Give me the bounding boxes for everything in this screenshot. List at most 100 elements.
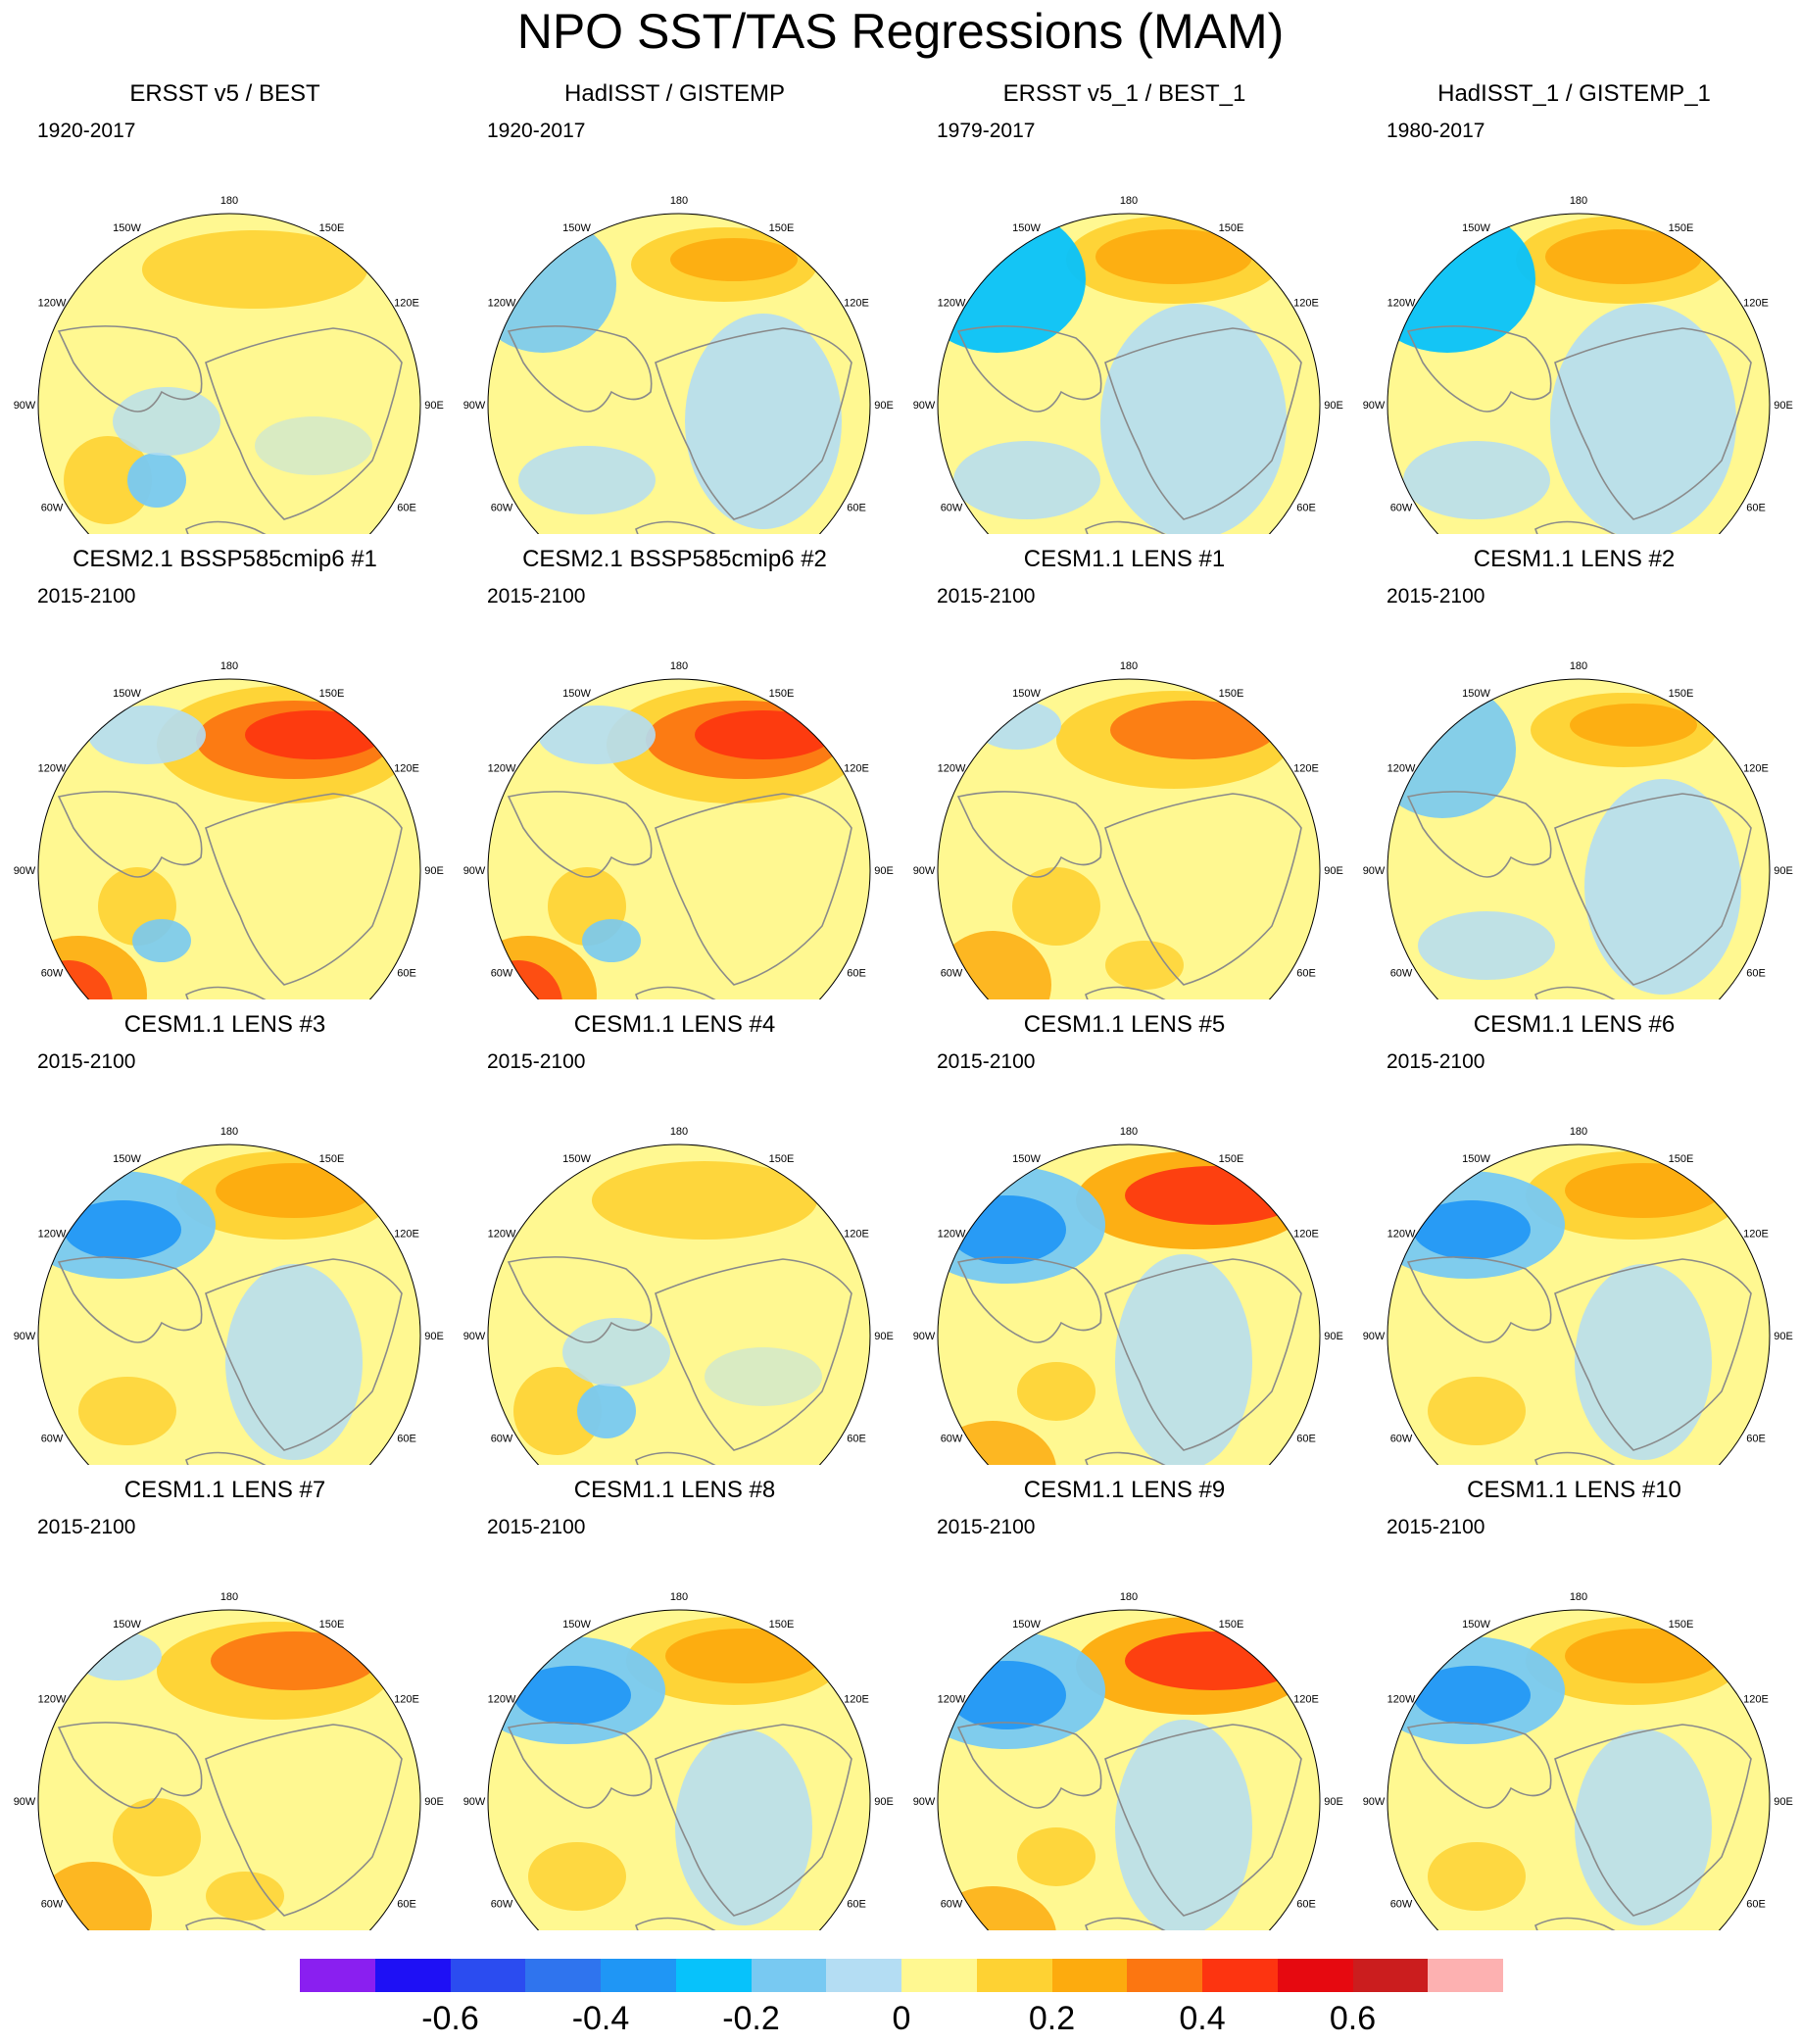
longitude-label: 90E: [874, 1331, 894, 1342]
panel-title: CESM1.1 LENS #2: [1473, 546, 1676, 572]
panel-period: 2015-2100: [487, 585, 586, 608]
coastline: [57, 1256, 203, 1343]
map-border: [487, 213, 871, 534]
longitude-label: 120W: [488, 1229, 516, 1241]
panel-title: CESM1.1 LENS #6: [1473, 1011, 1676, 1038]
longitude-label: 90W: [913, 1331, 936, 1342]
coastline: [1085, 986, 1226, 999]
panel-title: CESM1.1 LENS #3: [123, 1011, 326, 1038]
panel-period: 2015-2100: [37, 585, 136, 608]
regression-contour: [1012, 867, 1100, 946]
longitude-label: 180: [1570, 1126, 1587, 1138]
panel-period: 2015-2100: [937, 585, 1036, 608]
longitude-label: 120W: [938, 1694, 966, 1706]
coastline: [507, 791, 653, 878]
longitude-label: 90E: [1774, 865, 1793, 877]
polar-map: 180150E120E90E60E30E030W60W90W120W150W: [14, 195, 444, 534]
regression-contour: [1105, 941, 1184, 990]
longitude-label: 60W: [941, 1899, 963, 1911]
longitude-label: 90W: [14, 1331, 36, 1342]
longitude-label: 90W: [463, 1331, 486, 1342]
polar-map: 180150E120E90E60E30E030W60W90W120W150W: [14, 1126, 444, 1465]
polar-map: 180150E120E90E60E30E030W60W90W120W150W: [913, 1591, 1343, 1930]
map-border: [487, 678, 871, 999]
panel-title: ERSST v5 / BEST: [129, 80, 320, 107]
panel-title: CESM1.1 LENS #7: [123, 1477, 326, 1503]
colorbar-box: [901, 1959, 977, 1992]
colorbar-tick-label: 0.6: [1329, 2000, 1377, 2037]
regression-contour: [64, 1200, 181, 1259]
map-panel: 180150E120E90E60E30E030W60W90W120W150WCE…: [0, 534, 450, 999]
longitude-label: 90E: [1324, 1796, 1343, 1808]
colorbar-tick-label: -0.4: [571, 2000, 630, 2037]
longitude-label: 120E: [1293, 763, 1319, 775]
regression-contour: [1017, 1362, 1095, 1421]
map-panel: 180150E120E90E60E30E030W60W90W120W150W ER…: [0, 69, 450, 534]
coastline: [185, 986, 326, 999]
regression-contour: [949, 1195, 1066, 1264]
longitude-label: 120E: [1293, 1229, 1319, 1241]
regression-contour: [685, 314, 842, 529]
regression-contour: [1418, 911, 1555, 980]
longitude-label: 150E: [1219, 1153, 1244, 1165]
longitude-label: 150W: [562, 688, 591, 700]
longitude-label: 150W: [1462, 688, 1490, 700]
longitude-label: 90E: [1324, 400, 1343, 412]
colorbar: [300, 1959, 1504, 1992]
regression-contour: [705, 1347, 822, 1406]
longitude-label: 180: [670, 1126, 688, 1138]
longitude-label: 150E: [769, 1153, 795, 1165]
longitude-label: 90W: [1363, 400, 1386, 412]
longitude-label: 120W: [488, 763, 516, 775]
longitude-label: 60E: [1746, 1899, 1766, 1911]
regression-contour: [695, 710, 832, 759]
map-border: [37, 213, 421, 534]
coastline: [1406, 791, 1552, 878]
regression-contour: [216, 1163, 372, 1218]
longitude-label: 120E: [1743, 763, 1769, 775]
regression-contour: [938, 931, 1051, 999]
regression-contour: [1100, 304, 1287, 534]
coastline: [205, 1258, 403, 1451]
panel-period: 2015-2100: [487, 1050, 586, 1073]
map-border: [487, 1609, 871, 1930]
longitude-label: 120E: [394, 1694, 419, 1706]
regression-contour: [1550, 304, 1736, 534]
longitude-label: 150E: [319, 222, 345, 234]
longitude-label: 60E: [1746, 503, 1766, 514]
longitude-label: 120W: [488, 298, 516, 310]
longitude-label: 60W: [1390, 968, 1413, 980]
longitude-label: 180: [220, 660, 238, 672]
regression-contour: [132, 919, 191, 962]
map-panel: 180150E120E90E60E30E030W60W90W120W150WCE…: [1349, 999, 1799, 1465]
map-border: [937, 678, 1321, 999]
longitude-label: 180: [670, 660, 688, 672]
longitude-label: 90E: [1774, 1331, 1793, 1342]
regression-contour: [1428, 1377, 1526, 1445]
longitude-label: 60E: [397, 1434, 416, 1445]
polar-map: 180150E120E90E60E30E030W60W90W120W150W: [1363, 660, 1793, 999]
regression-contour: [670, 238, 798, 281]
longitude-label: 120W: [38, 1694, 67, 1706]
coastline: [185, 1917, 326, 1930]
longitude-label: 150E: [319, 1619, 345, 1630]
coastline: [1534, 1917, 1676, 1930]
coastline: [635, 1917, 776, 1930]
longitude-label: 60W: [491, 968, 513, 980]
longitude-label: 90E: [1324, 865, 1343, 877]
panel-period: 2015-2100: [937, 1050, 1036, 1073]
longitude-label: 150E: [769, 688, 795, 700]
longitude-label: 60W: [41, 503, 64, 514]
longitude-label: 120E: [844, 1229, 869, 1241]
regression-contour: [1565, 1629, 1722, 1683]
coastline: [1554, 327, 1752, 520]
panel-title: CESM2.1 BSSP585cmip6 #1: [73, 546, 377, 572]
longitude-label: 150W: [1462, 1153, 1490, 1165]
regression-contour: [1403, 441, 1550, 519]
regression-contour: [1115, 1254, 1252, 1465]
longitude-label: 60W: [1390, 1434, 1413, 1445]
longitude-label: 180: [1120, 660, 1138, 672]
longitude-label: 60W: [1390, 503, 1413, 514]
map-panel: 180150E120E90E60E30E030W60W90W120W150WHa…: [1349, 69, 1799, 534]
longitude-label: 60W: [41, 968, 64, 980]
